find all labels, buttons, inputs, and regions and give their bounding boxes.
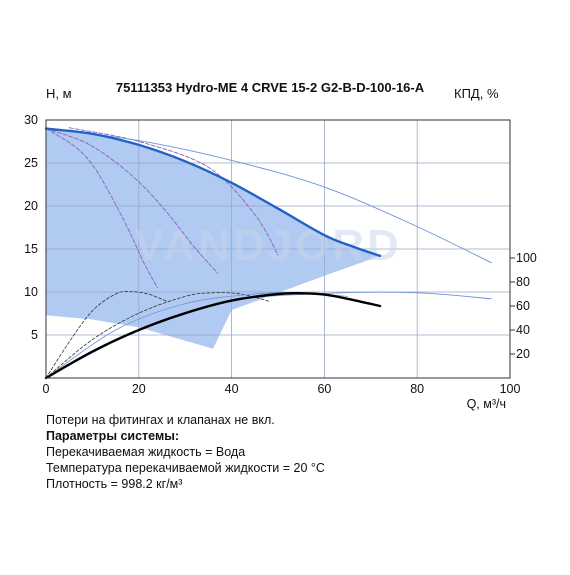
y-tick-label: 5 [31,328,38,342]
y2-tick-label: 100 [516,251,537,265]
y2-tick-label: 80 [516,275,530,289]
series-efficiency-reduced-2 [45,292,270,379]
series-pump-curve-extended [45,128,492,264]
y-tick-label: 15 [24,242,38,256]
y-tick-label: 10 [24,285,38,299]
x-tick-label: 100 [500,382,521,396]
x-tick-label: 40 [225,382,239,396]
notes-system-params-heading: Параметры системы: [46,429,180,443]
plot-frame [45,119,511,379]
series-pump-curve-reduced-3 [68,127,279,256]
series-pump-curve-reduced-2 [45,128,158,289]
y-tick-label: 30 [24,113,38,127]
y2-axis-label: КПД, % [454,86,499,101]
series-efficiency [44,291,382,380]
x-axis-label: Q, м³/ч [467,397,506,411]
x-tick-label: 60 [317,382,331,396]
y-tick-label: 25 [24,156,38,170]
y-axis-label: H, м [46,86,72,101]
y2-tick-label: 60 [516,299,530,313]
y-tick-label: 20 [24,199,38,213]
chart-title: 75111353 Hydro-ME 4 CRVE 15-2 G2-B-D-100… [116,80,425,95]
notes-density: Плотность = 998.2 кг/м³ [46,477,183,491]
x-tick-label: 20 [132,382,146,396]
y2-tick-label: 40 [516,323,530,337]
x-tick-label: 0 [43,382,50,396]
notes-fluid: Перекачиваемая жидкость = Вода [46,445,246,459]
series-pump-curve-reduced-1 [45,128,219,274]
notes-losses: Потери на фитингах и клапанах не вкл. [46,413,275,427]
operating-range-area [46,128,381,349]
watermark-logo: VANDJORD [134,221,402,270]
series-pump-curve-max [44,127,382,258]
system-notes: Потери на фитингах и клапанах не вкл. Па… [46,412,325,492]
notes-temperature: Температура перекачиваемой жидкости = 20… [46,461,325,475]
x-tick-label: 80 [410,382,424,396]
series-efficiency-reduced-1 [45,291,167,379]
y2-tick-label: 20 [516,347,530,361]
